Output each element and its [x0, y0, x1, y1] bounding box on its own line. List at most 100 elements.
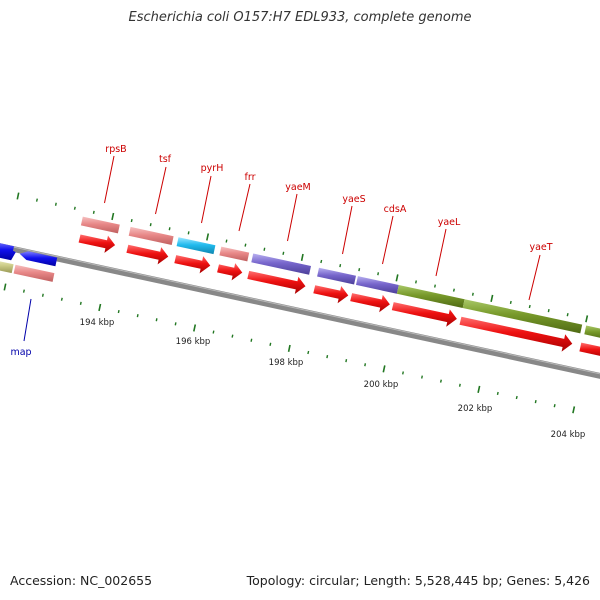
gene-block-pyrH[interactable] [176, 237, 216, 255]
gene-label-tsf[interactable]: tsf [159, 154, 172, 165]
leader-tsf [155, 166, 167, 215]
inner-tick-27 [515, 395, 518, 400]
gene-label-rpsB[interactable]: rpsB [105, 144, 126, 155]
outer-tick-20 [395, 274, 399, 282]
gene-label-cdsA[interactable]: cdsA [384, 204, 407, 215]
inner-tick-25 [477, 385, 481, 393]
outer-tick-18 [358, 268, 361, 272]
feature-row-cds [78, 234, 600, 358]
leader-frr [238, 183, 251, 232]
outer-tick-28 [547, 308, 550, 313]
gene-block-rpsB[interactable] [80, 216, 120, 234]
cds-arrow-cdsA[interactable] [350, 293, 390, 313]
gene-block-frr[interactable] [219, 246, 250, 262]
leader-map [23, 298, 32, 342]
gene-label-yaeM[interactable]: yaeM [285, 182, 311, 193]
outer-tick-3 [73, 206, 76, 210]
inner-tick-12 [231, 334, 234, 338]
gene-block-tsf[interactable] [128, 226, 174, 245]
inner-tick-1 [22, 289, 25, 293]
gene-label-yaeT[interactable]: yaeT [529, 242, 552, 253]
leader-yaeL [435, 228, 447, 277]
gene-label-pyrH[interactable]: pyrH [201, 163, 224, 174]
inner-tick-5 [98, 303, 102, 312]
leader-cdsA [382, 215, 394, 265]
gene-arrow-map-region[interactable] [19, 251, 58, 267]
position-label-194: 194 kbp [80, 318, 115, 328]
position-label-204: 204 kbp [551, 430, 586, 440]
outer-tick-15 [300, 253, 304, 261]
outer-tick-29 [566, 313, 569, 317]
leader-yaeS [342, 205, 353, 255]
outer-tick-8 [168, 227, 171, 231]
inner-tick-0 [3, 283, 7, 291]
gene-block-left-pink[interactable] [13, 264, 55, 282]
leader-yaeM [287, 193, 298, 242]
inner-tick-9 [174, 322, 177, 326]
outer-tick-2 [54, 202, 57, 206]
inner-tick-6 [117, 309, 120, 314]
outer-tick-1 [35, 198, 38, 202]
cds-arrow-yaeL[interactable] [391, 302, 457, 327]
outer-tick-24 [471, 292, 474, 296]
outer-tick-12 [244, 243, 247, 247]
gene-block-yaeL[interactable] [396, 285, 465, 308]
leader-rpsB [104, 155, 115, 204]
inner-tick-24 [458, 383, 461, 387]
cds-arrow-tsf[interactable] [126, 244, 169, 265]
cds-arrow-yaeT[interactable] [459, 316, 573, 352]
outer-tick-13 [263, 247, 266, 251]
leader-yaeT [528, 254, 541, 301]
gene-block-next[interactable] [584, 325, 600, 340]
inner-tick-13 [250, 338, 253, 342]
inner-tick-4 [79, 301, 82, 305]
accession-text: Accession: NC_002655 [10, 573, 153, 588]
label-leaders [23, 155, 541, 342]
outer-tick-27 [528, 304, 531, 309]
gene-label-yaeL[interactable]: yaeL [438, 217, 461, 228]
outer-tick-16 [320, 259, 323, 264]
inner-tick-11 [212, 330, 215, 334]
gene-label-map[interactable]: map [10, 347, 31, 358]
gene-label-yaeS[interactable]: yaeS [342, 194, 365, 205]
cds-arrow-yaeS[interactable] [313, 285, 349, 304]
inner-tick-26 [496, 391, 499, 396]
outer-tick-21 [415, 280, 417, 284]
outer-tick-22 [434, 284, 436, 288]
position-label-202: 202 kbp [458, 404, 493, 414]
gene-block-cdsA[interactable] [356, 276, 399, 294]
gene-arrow-left-edge[interactable] [0, 241, 16, 261]
outer-tick-track [16, 192, 589, 323]
outer-tick-10 [206, 233, 210, 241]
outer-tick-19 [377, 272, 380, 276]
inner-tick-20 [382, 365, 386, 373]
gene-block-yaeM[interactable] [251, 253, 311, 275]
outer-tick-5 [111, 212, 115, 221]
inner-tick-21 [402, 371, 404, 375]
gene-block-yaeT[interactable] [462, 299, 583, 334]
outer-tick-23 [452, 288, 455, 292]
position-label-196: 196 kbp [176, 337, 211, 347]
inner-tick-23 [439, 379, 442, 383]
cds-arrow-frr[interactable] [217, 263, 243, 281]
cds-arrow-yaeM[interactable] [247, 270, 306, 294]
gene-block-yaeS[interactable] [317, 267, 356, 285]
genome-summary-text: Topology: circular; Length: 5,528,445 bp… [246, 573, 590, 588]
inner-tick-18 [345, 359, 348, 363]
inner-tick-15 [287, 344, 291, 352]
inner-tick-29 [553, 404, 556, 408]
cds-arrow-pyrH[interactable] [174, 255, 211, 274]
outer-tick-25 [490, 294, 494, 302]
inner-tick-10 [193, 324, 197, 332]
inner-tick-28 [534, 399, 537, 404]
outer-tick-4 [92, 210, 95, 214]
leader-pyrH [201, 175, 212, 224]
gene-label-frr[interactable]: frr [245, 172, 256, 183]
position-label-198: 198 kbp [269, 358, 304, 368]
outer-tick-0 [16, 192, 20, 200]
cds-arrow-next[interactable] [579, 342, 600, 358]
outer-tick-17 [339, 263, 342, 268]
gene-block-left-khaki[interactable] [0, 259, 14, 274]
cds-arrow-rpsB[interactable] [78, 234, 116, 253]
